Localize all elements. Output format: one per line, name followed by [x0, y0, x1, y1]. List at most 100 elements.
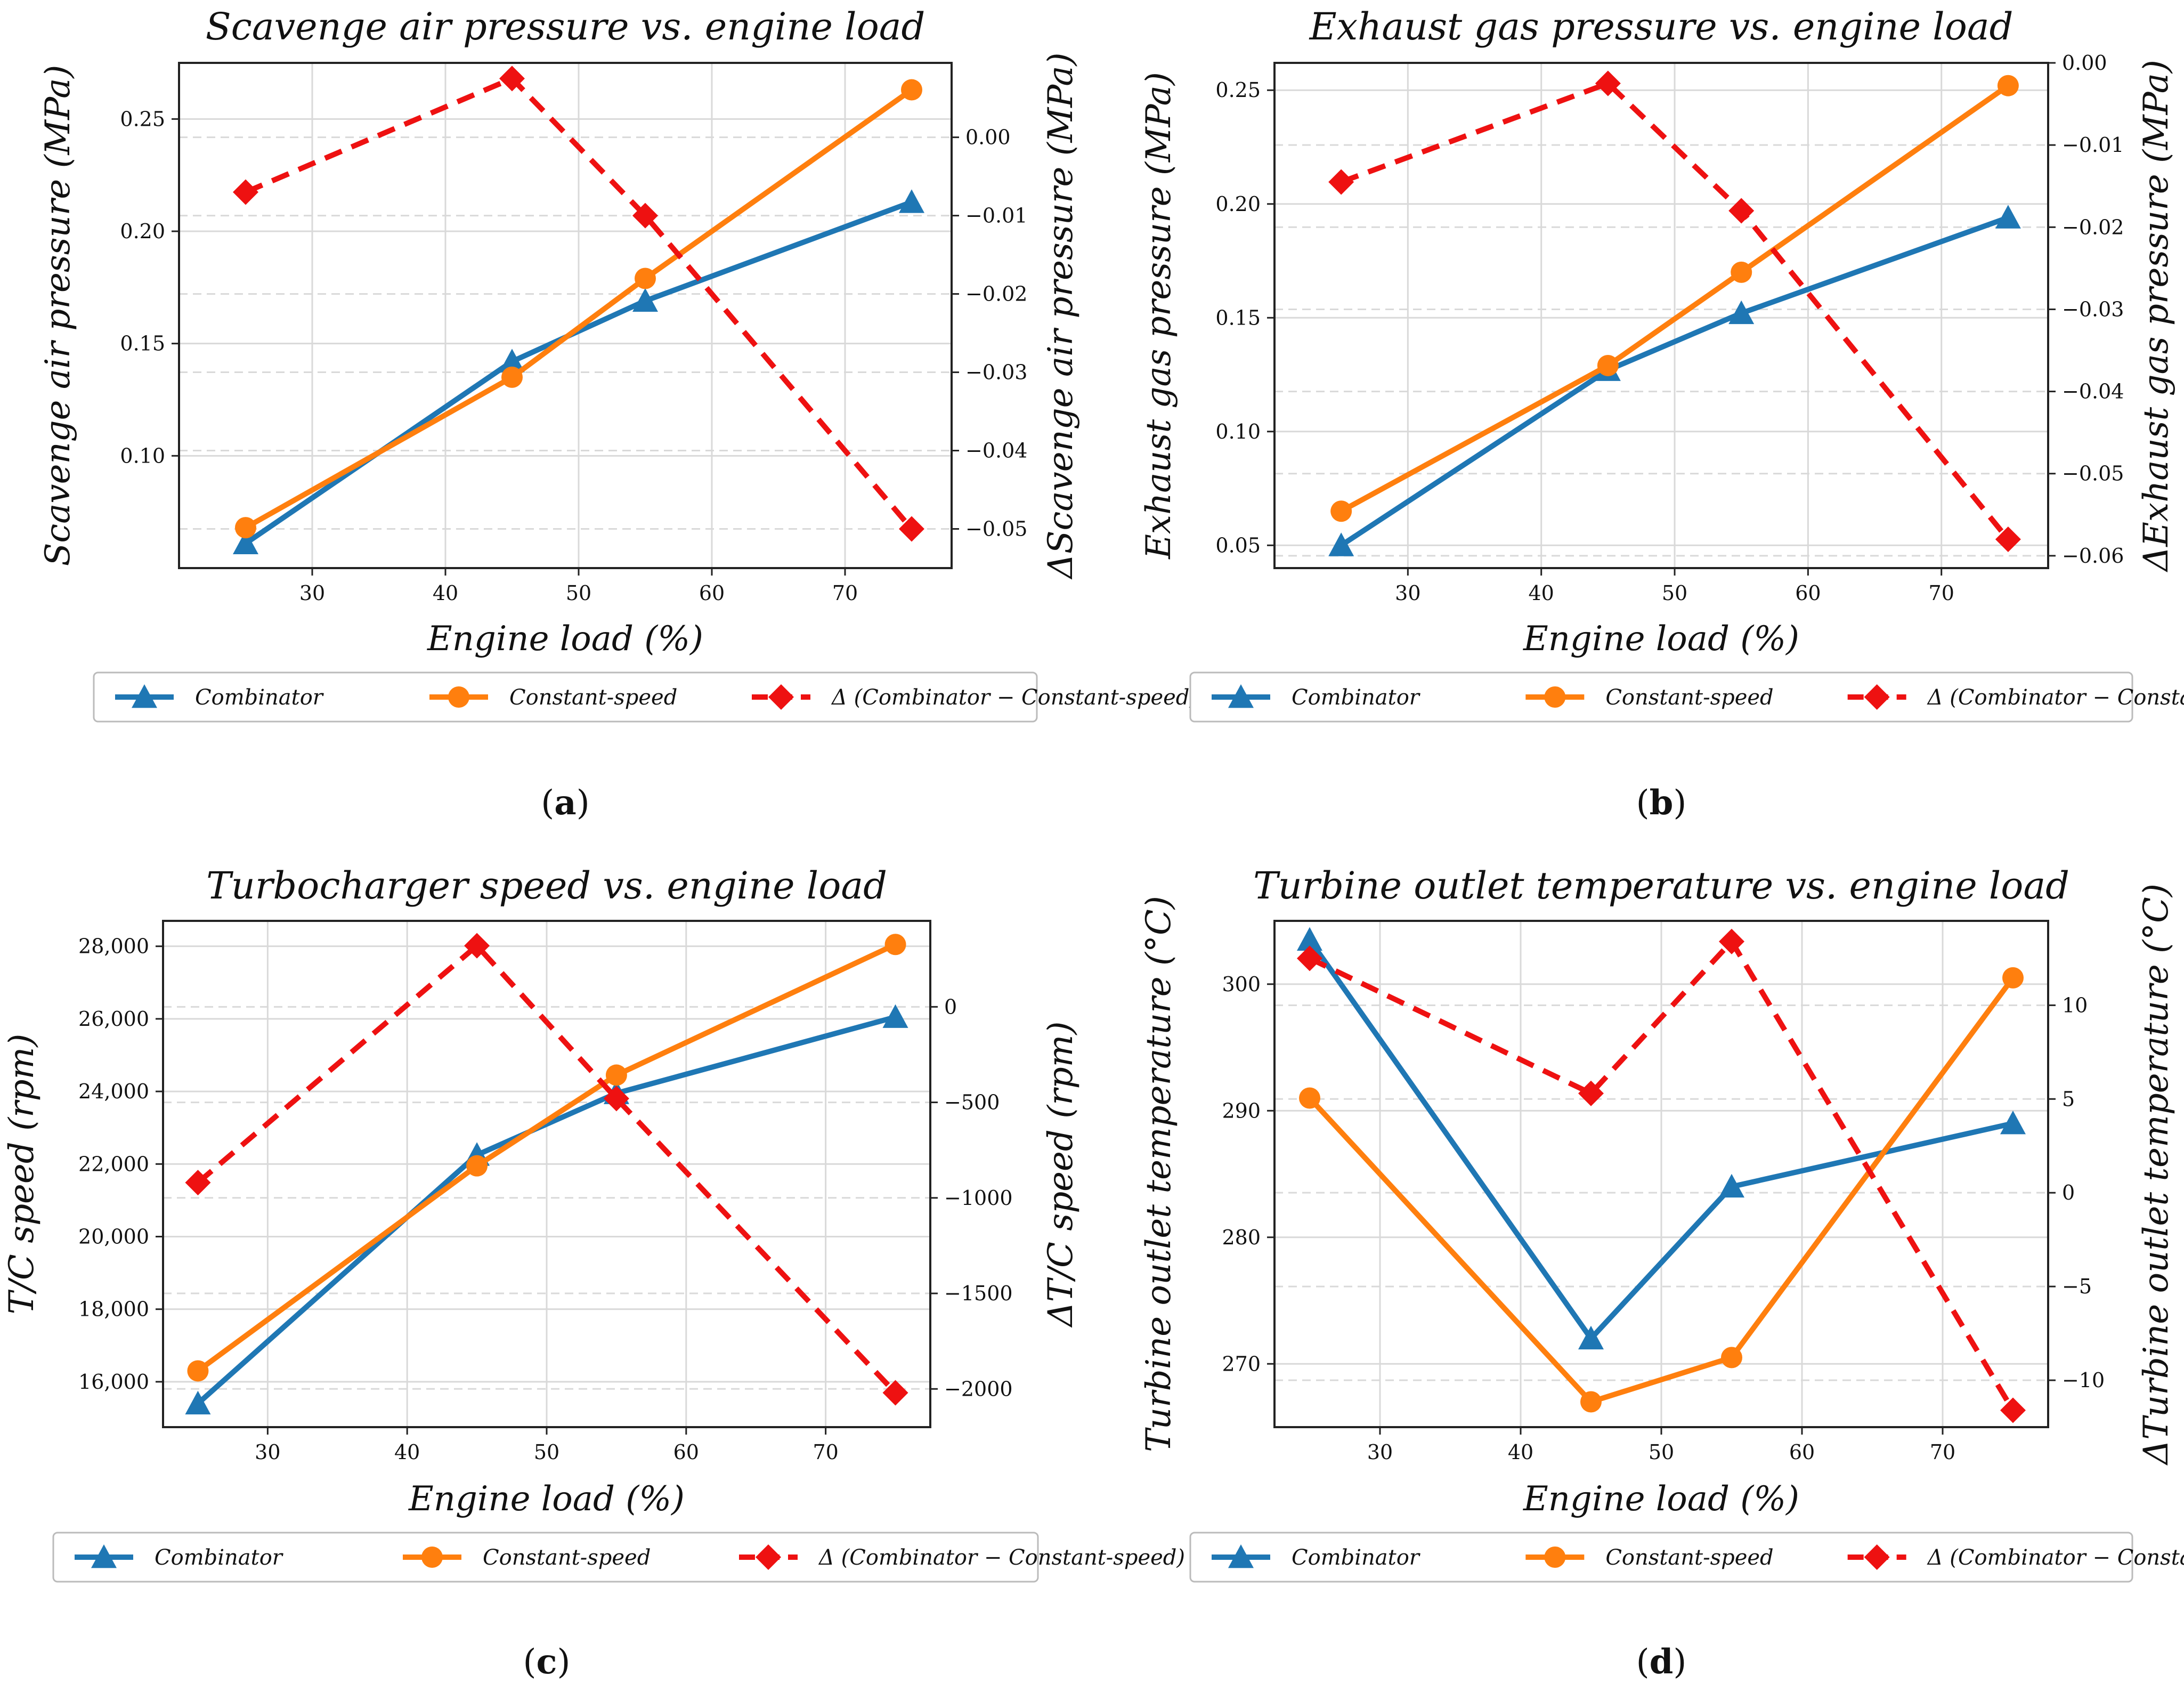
- data-point-triangle: [1578, 1325, 1604, 1350]
- x-tick-label: 40: [433, 581, 458, 605]
- data-point-diamond: [464, 933, 490, 959]
- legend-box: [93, 671, 1038, 723]
- chart-panel-a: 30 40 50 60 70 0.10 0.15 0.20 0.25 0.00 −0.01 −0.02…: [38, 5, 1198, 823]
- data-point-diamond: [1719, 928, 1744, 954]
- y2-tick-label: −10: [2062, 1369, 2105, 1392]
- x-tick-label: 60: [1789, 1440, 1815, 1464]
- series-line-circle: [1308, 976, 2016, 1405]
- chart-title: Turbocharger speed vs. engine load: [206, 864, 887, 908]
- data-point-triangle: [233, 530, 258, 555]
- y2-tick-label: −0.06: [2062, 544, 2124, 568]
- y-tick-label: 24,000: [78, 1080, 149, 1103]
- x-tick-label: 40: [394, 1440, 420, 1464]
- data-point-diamond: [899, 516, 924, 542]
- y-tick-label: 20,000: [78, 1225, 149, 1248]
- x-axis-label: Engine load (%): [1523, 1479, 1799, 1519]
- data-point-triangle: [499, 349, 525, 373]
- legend: Combinator Constant-speed Δ (Combinator − …: [52, 1532, 1185, 1583]
- x-tick-label: 50: [534, 1440, 559, 1464]
- caption-letter: d: [1650, 1642, 1674, 1682]
- y2-tick-label: −0.03: [2062, 297, 2124, 321]
- y2-tick-label: 0.00: [965, 126, 1011, 149]
- data-point-triangle: [899, 189, 924, 213]
- series-line-circle: [1339, 83, 2010, 514]
- y2-tick-label: −0.04: [2062, 380, 2124, 403]
- data-point-circle: [466, 1155, 488, 1177]
- y-axis-label: Scavenge air pressure (MPa): [38, 65, 78, 566]
- legend-marker-diamond: [768, 684, 794, 710]
- y-axis-label: Turbine outlet temperature (°C): [1139, 896, 1179, 1452]
- y2-tick-label: −1000: [944, 1186, 1013, 1210]
- data-point-circle: [1597, 354, 1619, 376]
- x-axis-label: Engine load (%): [1523, 619, 1799, 659]
- y2-tick-label: −0.01: [2062, 133, 2124, 157]
- y-tick-label: 0.05: [1215, 533, 1261, 557]
- data-point-diamond: [1297, 945, 1322, 971]
- legend-box: [1189, 671, 2133, 723]
- y-tick-label: 280: [1222, 1226, 1261, 1249]
- data-point-diamond: [233, 179, 258, 205]
- x-tick-label: 70: [1930, 1440, 1955, 1464]
- y-tick-label: 18,000: [78, 1298, 149, 1321]
- data-point-triangle: [1728, 300, 1755, 325]
- legend-box: [52, 1532, 1039, 1583]
- data-point-circle: [1997, 75, 2019, 96]
- y2-tick-label: −0.05: [2062, 462, 2124, 485]
- data-point-circle: [1299, 1087, 1320, 1109]
- y2-axis-label: ΔScavenge air pressure (MPa): [1041, 52, 1081, 580]
- y-tick-label: 28,000: [78, 935, 149, 958]
- legend-marker-circle: [1544, 686, 1566, 708]
- y2-tick-label: −1500: [944, 1282, 1013, 1305]
- chart-panel-b: 30 40 50 60 70 0.05 0.10 0.15 0.20 0.25 0.00 −0.01 −…: [1139, 5, 2184, 823]
- y2-tick-label: −2000: [944, 1377, 1013, 1400]
- x-tick-label: 70: [832, 581, 858, 605]
- data-point-circle: [187, 1360, 209, 1382]
- y2-axis-label: ΔTurbine outlet temperature (°C): [2137, 884, 2176, 1466]
- data-point-triangle: [632, 288, 658, 312]
- y2-tick-label: −0.02: [2062, 215, 2124, 239]
- x-axis-label: Engine load (%): [427, 619, 703, 659]
- y2-axis-label: ΔExhaust gas pressure (MPa): [2137, 60, 2176, 573]
- legend-label: Δ (Combinator − Constant-speed): [1927, 1545, 2184, 1570]
- y-tick-label: 22,000: [78, 1152, 149, 1176]
- y2-tick-label: 0.00: [2062, 51, 2107, 75]
- data-point-circle: [901, 79, 922, 101]
- data-point-triangle: [882, 1004, 908, 1028]
- legend-label: Combinator: [1292, 1545, 1421, 1570]
- x-axis-label: Engine load (%): [408, 1479, 685, 1519]
- x-tick-label: 60: [699, 581, 725, 605]
- y-tick-label: 26,000: [78, 1007, 149, 1031]
- legend-marker-diamond: [756, 1544, 781, 1570]
- data-point-diamond: [1595, 70, 1621, 96]
- y-axis-label: T/C speed (rpm): [2, 1034, 42, 1315]
- data-point-diamond: [499, 66, 525, 92]
- data-point-diamond: [632, 203, 658, 229]
- data-point-diamond: [185, 1170, 211, 1196]
- x-tick-label: 50: [1662, 581, 1687, 605]
- caption-open-paren: (: [523, 1642, 537, 1682]
- legend-marker-triangle: [1228, 684, 1254, 708]
- series-line-diamond: [1340, 80, 2010, 541]
- series-line-circle: [244, 87, 913, 530]
- legend: Combinator Constant-speed Δ (Combinator − …: [93, 671, 1198, 723]
- x-tick-label: 30: [1395, 581, 1420, 605]
- data-point-diamond: [1728, 198, 1755, 224]
- legend-label: Δ (Combinator − Constant-speed): [831, 685, 1198, 710]
- legend-marker-triangle: [91, 1544, 117, 1568]
- x-tick-label: 60: [673, 1440, 699, 1464]
- data-point-triangle: [185, 1390, 211, 1415]
- y2-tick-label: 0: [944, 995, 957, 1018]
- chart-title: Scavenge air pressure vs. engine load: [206, 5, 925, 48]
- chart-panel-c: 30 40 50 60 70 16,000 18,000 20,000 22,000 24,000…: [2, 864, 1185, 1682]
- panel-caption: (b): [1636, 783, 1687, 823]
- chart-title: Turbine outlet temperature vs. engine lo…: [1253, 864, 2069, 908]
- legend-marker-triangle: [132, 684, 157, 708]
- y-axis-label: Exhaust gas pressure (MPa): [1139, 72, 1179, 560]
- caption-close-paren: ): [577, 783, 590, 823]
- caption-letter: c: [537, 1642, 557, 1682]
- data-point-circle: [884, 934, 906, 956]
- caption-letter: b: [1650, 783, 1674, 823]
- caption-close-paren: ): [557, 1642, 570, 1682]
